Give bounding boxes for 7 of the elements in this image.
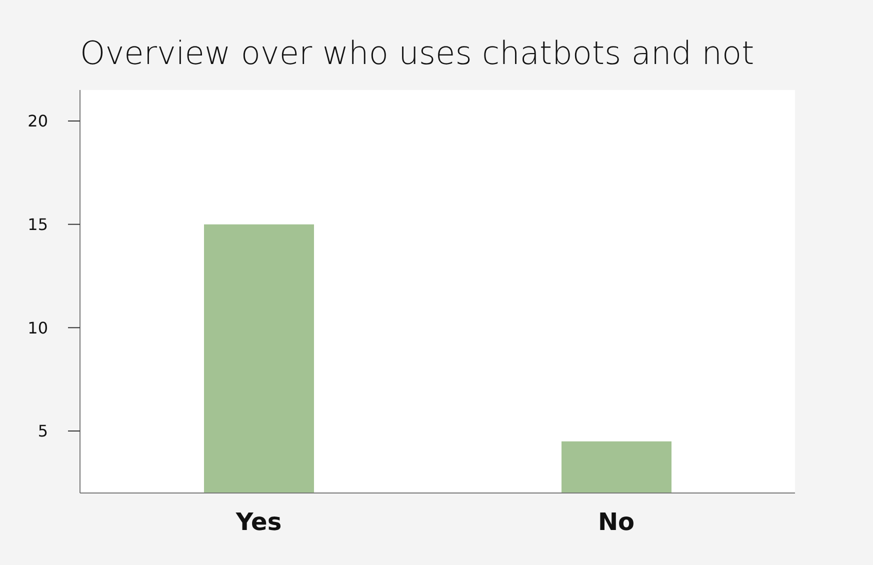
y-tick-label: 15 bbox=[28, 215, 48, 234]
chart-title: Overview over who uses chatbots and not bbox=[80, 34, 754, 72]
y-tick-label: 5 bbox=[38, 422, 48, 441]
x-tick-label: Yes bbox=[234, 508, 282, 536]
y-tick-label: 10 bbox=[28, 318, 48, 338]
x-tick-label: No bbox=[598, 508, 635, 536]
y-tick-label: 20 bbox=[28, 112, 48, 131]
